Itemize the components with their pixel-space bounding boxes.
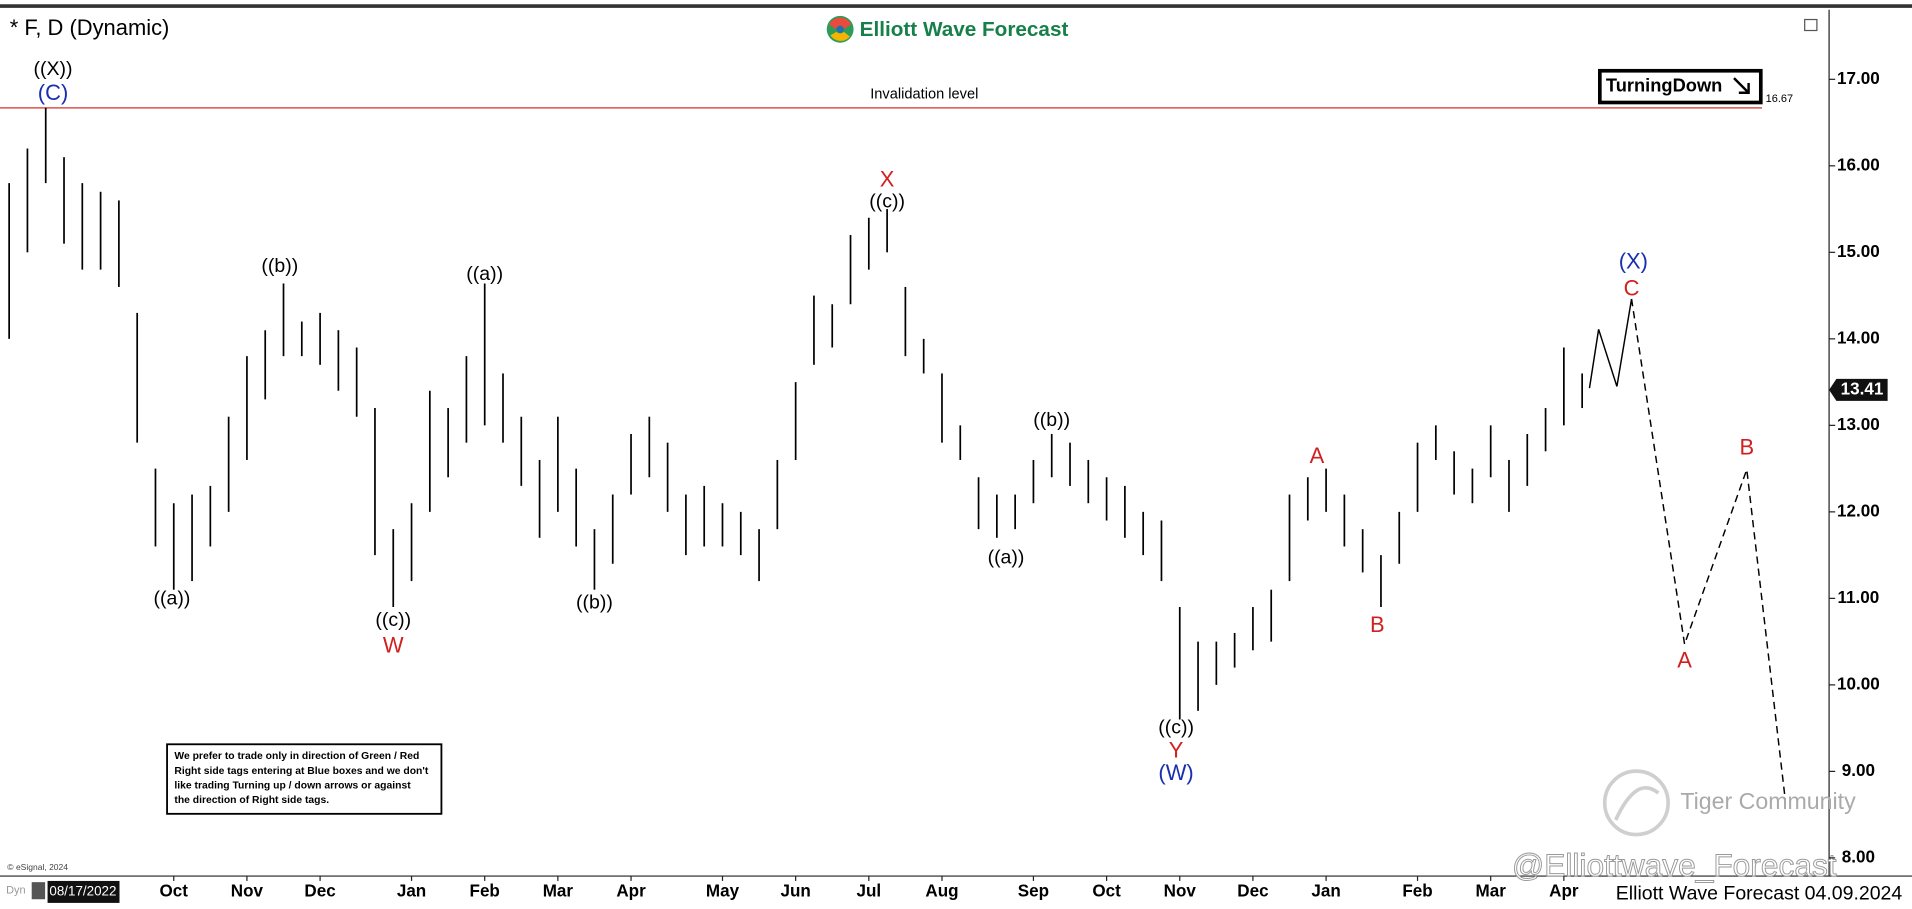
signal-box	[1598, 68, 1763, 105]
wave-label: W	[383, 633, 404, 658]
wave-label: ((a))	[466, 263, 503, 285]
y-tick-label: 15.00	[1837, 242, 1880, 261]
wave-label: C	[1624, 275, 1640, 300]
wave-label: A	[1310, 443, 1325, 468]
wave-label: ((c))	[375, 609, 411, 631]
wave-label: ((b))	[576, 592, 613, 614]
x-tick-label: Mar	[543, 881, 574, 900]
x-tick-label: Jul	[856, 881, 881, 900]
y-tick-label: 12.00	[1837, 501, 1880, 520]
y-tick-label: 10.00	[1837, 674, 1880, 693]
note-line: the direction of Right side tags.	[174, 795, 329, 806]
x-tick-label: Oct	[160, 881, 189, 900]
x-tick-label: Jun	[780, 881, 810, 900]
wave-label: (C)	[38, 80, 68, 105]
date-box	[47, 880, 120, 903]
invalidation-label: Invalidation level	[870, 86, 978, 102]
note-line: like trading Turning up / down arrows or…	[174, 780, 411, 791]
signal-arrow	[1733, 77, 1750, 94]
wave-label: ((a))	[154, 587, 191, 609]
wave-label: ((X))	[34, 58, 73, 80]
wave-label: X	[880, 166, 895, 191]
price-tag	[1829, 378, 1888, 401]
y-tick-label: 11.00	[1837, 588, 1879, 607]
x-tick-label: Dec	[304, 881, 335, 900]
note-line: Right side tags entering at Blue boxes a…	[174, 766, 428, 777]
x-tick-label: Jan	[397, 881, 426, 900]
wave-label: ((c))	[1158, 716, 1194, 738]
footer: Elliott Wave Forecast 04.09.2024	[1616, 883, 1903, 905]
wave-label: A	[1677, 647, 1692, 672]
x-tick-label: Nov	[1164, 881, 1197, 900]
wave-label: (X)	[1619, 249, 1648, 274]
wave-label: ((b))	[261, 255, 298, 277]
x-tick-label: May	[706, 881, 740, 900]
projection-path	[1630, 298, 1786, 800]
wave-label: B	[1370, 612, 1385, 637]
invalidation-value: 16.67	[1766, 93, 1793, 105]
x-tick-label: Apr	[616, 881, 646, 900]
wave-label: ((b))	[1033, 409, 1070, 431]
watermark-icon	[1602, 769, 1670, 837]
x-tick-label: Nov	[231, 881, 264, 900]
chart-title: * F, D (Dynamic)	[10, 15, 170, 40]
x-tick-label: Apr	[1549, 881, 1579, 900]
y-tick-label: 17.00	[1837, 69, 1880, 88]
note-line: We prefer to trade only in direction of …	[174, 751, 419, 762]
wave-label: (W)	[1158, 760, 1193, 785]
watermark-text: @Elliottwave_Forecast	[1512, 847, 1837, 883]
window-icon	[1804, 18, 1818, 32]
note-box	[166, 743, 443, 815]
y-tick-label: 9.00	[1842, 761, 1875, 780]
signal-text: TurningDown	[1606, 74, 1722, 95]
y-tick-label: 16.00	[1837, 155, 1880, 174]
wave-label: Y	[1169, 737, 1184, 762]
x-tick-label: Feb	[470, 881, 500, 900]
x-tick-label: Dec	[1237, 881, 1268, 900]
x-tick-label: Sep	[1018, 881, 1049, 900]
wave-label: ((c))	[869, 190, 905, 212]
logo-icon	[826, 15, 854, 43]
x-tick-label: Feb	[1402, 881, 1432, 900]
x-tick-label: Mar	[1476, 881, 1507, 900]
watermark-text: Tiger Community	[1680, 788, 1856, 814]
x-tick-label: Jan	[1311, 881, 1340, 900]
projection-path	[1588, 298, 1633, 389]
x-tick-label: Oct	[1092, 881, 1121, 900]
y-tick-label: 14.00	[1837, 328, 1880, 347]
wave-label: B	[1739, 435, 1754, 460]
y-tick-label: 8.00	[1842, 847, 1875, 866]
start-date: 08/17/2022	[49, 883, 116, 898]
date-icon	[31, 882, 46, 900]
price-tag-label: 13.41	[1841, 379, 1884, 398]
copyright: © eSignal, 2024	[7, 862, 68, 872]
dyn-label: Dyn	[6, 885, 26, 897]
wave-label: ((a))	[988, 547, 1025, 569]
logo-text: Elliott Wave Forecast	[860, 18, 1069, 41]
x-tick-label: Aug	[925, 881, 958, 900]
y-tick-label: 13.00	[1837, 415, 1880, 434]
